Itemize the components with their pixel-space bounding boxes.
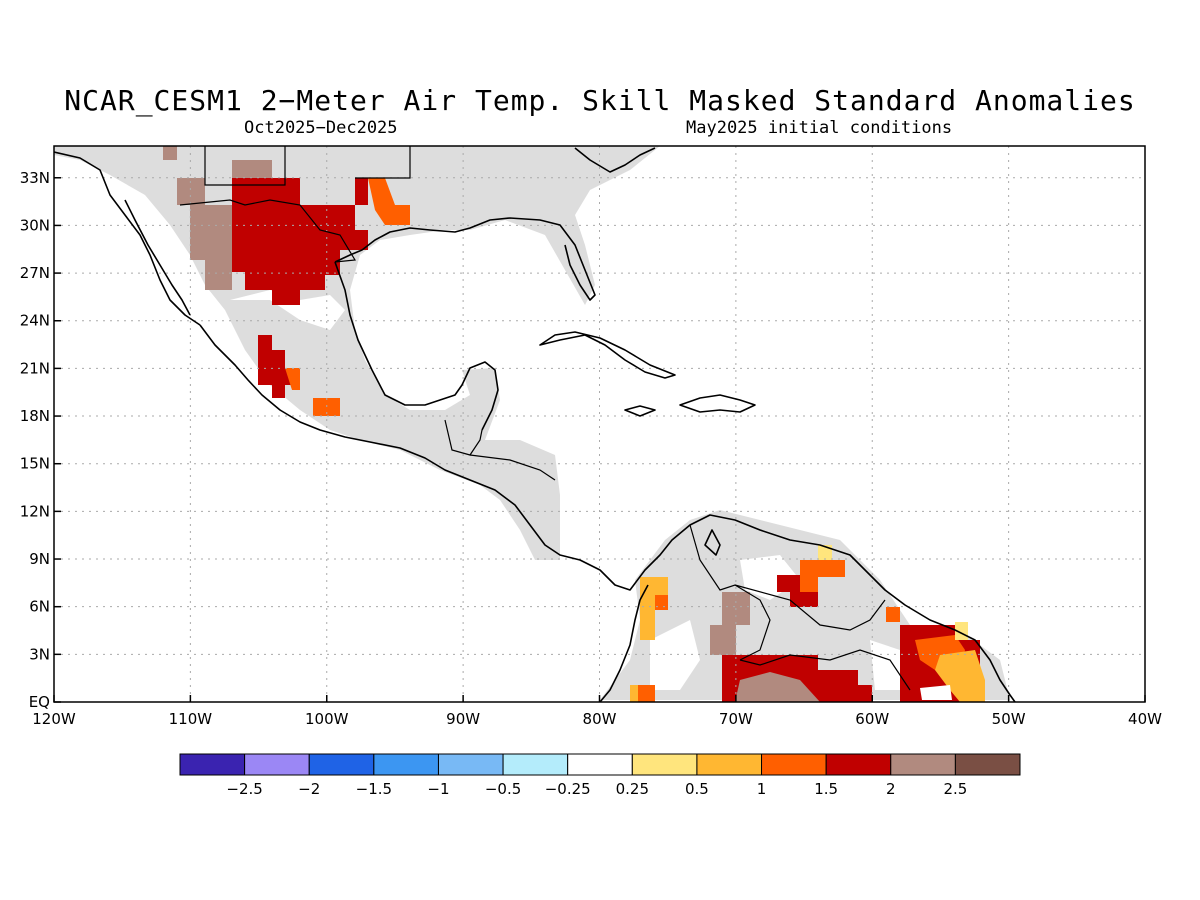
graticule — [54, 146, 1145, 702]
lon-label: 70W — [719, 710, 753, 728]
lat-label: 6N — [29, 598, 50, 616]
colorbar-swatch — [437, 753, 504, 776]
colorbar-swatch — [761, 753, 827, 776]
lon-label: 80W — [583, 710, 617, 728]
colorbar-label: −0.25 — [545, 780, 591, 798]
lat-label: 30N — [20, 216, 50, 234]
colorbar-label: 1 — [757, 780, 767, 798]
colorbar-swatch — [954, 753, 1021, 776]
colorbar-label: −2 — [298, 780, 320, 798]
colorbar: −2.5 −2 −1.5 −1 −0.5 −0.25 0.25 0.5 1 1.5 2 2.5 — [179, 753, 1021, 798]
borders — [179, 146, 911, 691]
lon-label: 60W — [855, 710, 889, 728]
colorbar-label: 0.25 — [616, 780, 649, 798]
colorbar-swatch — [373, 753, 439, 776]
colorbar-label: −0.5 — [485, 780, 521, 798]
anomaly-north-brazil — [722, 655, 872, 702]
colorbar-swatch — [890, 753, 956, 776]
lon-label: 40W — [1128, 710, 1162, 728]
anomaly-guianas — [900, 622, 985, 702]
colorbar-label: −2.5 — [226, 780, 262, 798]
colorbar-label: 2.5 — [943, 780, 967, 798]
lat-label: 21N — [20, 359, 50, 377]
lat-label: 12N — [20, 502, 50, 520]
lat-label: 24N — [20, 312, 50, 330]
colorbar-swatch — [308, 753, 375, 776]
colorbar-swatch — [825, 753, 892, 776]
lat-label: 27N — [20, 264, 50, 282]
colorbar-label: 2 — [886, 780, 896, 798]
latitude-labels: 33N 30N 27N 24N 21N 18N 15N 12N 9N 6N 3N EQ — [20, 169, 61, 711]
lon-label: 100W — [305, 710, 349, 728]
lat-label: EQ — [29, 693, 50, 711]
lon-label: 110W — [169, 710, 213, 728]
lat-label: 15N — [20, 455, 50, 473]
coastlines — [54, 147, 1016, 702]
lat-label: 18N — [20, 407, 50, 425]
colorbar-swatch — [502, 753, 569, 776]
colorbar-swatch — [631, 753, 698, 776]
colorbar-swatch — [696, 753, 763, 776]
colorbar-label: 0.5 — [685, 780, 709, 798]
anomaly-venezuela — [777, 545, 900, 622]
colorbar-label: −1.5 — [356, 780, 392, 798]
lon-label: 120W — [32, 710, 76, 728]
lat-label: 9N — [29, 550, 50, 568]
colorbar-label: −1 — [427, 780, 449, 798]
colorbar-swatch — [567, 753, 633, 776]
season-subtitle: Oct2025−Dec2025 — [244, 118, 398, 138]
map-title: NCAR_CESM1 2−Meter Air Temp. Skill Maske… — [64, 84, 1136, 117]
lat-label: 33N — [20, 169, 50, 187]
lon-label: 90W — [446, 710, 480, 728]
colorbar-swatch — [179, 753, 246, 776]
colorbar-label: 1.5 — [814, 780, 838, 798]
lat-label: 3N — [29, 645, 50, 663]
lon-label: 50W — [992, 710, 1026, 728]
anomaly-colombia — [630, 577, 750, 702]
colorbar-swatch — [244, 753, 310, 776]
initial-conditions-subtitle: May2025 initial conditions — [686, 118, 953, 138]
longitude-labels: 120W 110W 100W 90W 80W 70W 60W 50W 40W — [32, 695, 1162, 728]
